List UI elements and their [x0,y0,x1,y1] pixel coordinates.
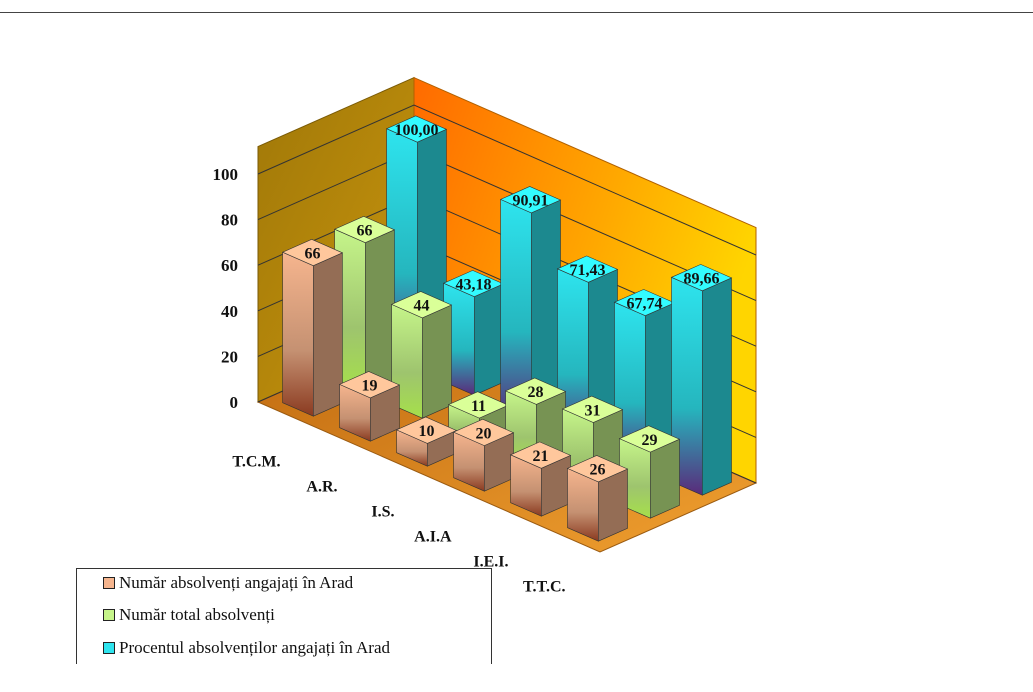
bar-0-0-front [282,251,314,417]
y-tick-label: 0 [230,393,239,412]
legend-item-procent: Procentul absolvenților angajați în Arad [103,636,390,660]
x-category-label: A.I.A [414,529,452,546]
legend-label-procent: Procentul absolvenților angajați în Arad [119,638,390,657]
y-tick-label: 100 [213,165,239,184]
y-tick-label: 20 [221,347,238,366]
data-label: 66 [305,246,321,263]
bar-0-2-top [395,416,458,444]
data-label: 26 [590,462,606,479]
data-label: 11 [471,398,486,415]
y-tick-label: 80 [221,211,238,230]
bar-1-3-top [504,377,567,405]
bar-0-5-top [566,455,629,483]
legend-item-angajati: Număr absolvenți angajați în Arad [103,571,353,595]
bar-1-0-top [333,215,396,244]
data-label: 67,74 [627,296,663,313]
data-label: 28 [528,384,544,401]
x-category-label: A.R. [306,479,337,496]
data-label: 19 [362,378,378,395]
data-label: 31 [585,402,601,419]
x-category-label: T.C.M. [232,454,280,471]
bar-2-5-top [670,264,733,292]
top-rule [0,12,1033,13]
bars: 100,00 43,18 90,91 71,43 67,74 89,66 66 44 11 28 3… [281,115,733,542]
legend-item-total: Număr total absolvenți [103,603,275,627]
y-tick-label: 40 [221,302,238,321]
bar-0-1-top [338,371,401,399]
data-label: 10 [419,423,435,440]
bar-0-3-top [452,418,515,446]
x-category-label: I.S. [371,504,394,521]
bar-2-2-top [499,186,562,214]
legend-label-total: Număr total absolvenți [119,605,275,624]
x-category-label: I.E.I. [473,554,508,571]
bar-2-1-side [473,283,504,396]
bar-2-3-top [556,255,619,283]
data-label: 21 [533,448,549,465]
bar-1-5-top [618,425,681,453]
bar-1-0-side [364,229,395,394]
bar-1-1-top [390,291,453,319]
bar-1-1-side [421,304,452,419]
data-label: 44 [414,298,430,315]
data-label: 20 [476,425,492,442]
legend-swatch-procent [103,642,115,654]
bar-0-4-top [509,441,572,469]
data-label: 71,43 [570,262,606,279]
legend-label-angajati: Număr absolvenți angajați în Arad [119,573,354,592]
legend: Număr absolvenți angajați în Arad Număr … [76,568,492,664]
y-axis-ticks: 0 20 40 60 80 100 [213,165,239,412]
x-axis-categories: T.C.M. A.R. I.S. A.I.A I.E.I. T.T.C. [232,454,565,596]
bar-1-5-side [649,438,680,519]
legend-swatch-total [103,609,115,621]
data-label: 29 [642,432,658,449]
bar-1-4-top [561,395,624,423]
bar-2-0-top [385,115,448,143]
data-label: 66 [357,223,373,240]
legend-swatch-angajati [103,577,115,589]
x-category-label: T.T.C. [523,579,566,596]
bar-0-0-top [281,238,344,267]
data-label: 89,66 [684,271,720,288]
bar-0-0-side [312,252,343,417]
data-label: 90,91 [513,193,549,210]
data-label: 43,18 [456,277,492,294]
y-tick-label: 60 [221,256,238,275]
gridline-100 [257,104,757,256]
data-label: 100,00 [395,122,439,139]
bar-2-5-side [701,277,732,496]
